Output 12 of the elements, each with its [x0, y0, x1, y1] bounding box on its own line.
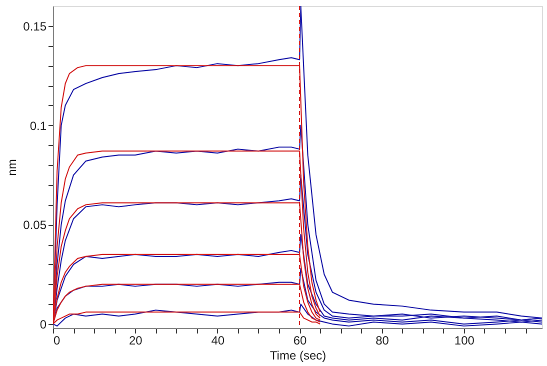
y-tick-label: 0.15	[23, 19, 47, 34]
x-tick-label: 80	[376, 334, 390, 348]
y-tick-label: 0.1	[30, 118, 47, 133]
x-tick-label: 60	[293, 334, 308, 348]
x-tick-label: 40	[211, 334, 225, 348]
x-tick-label: 0	[54, 334, 60, 348]
y-axis-title: nm	[5, 159, 20, 176]
x-tick-label: 100	[454, 334, 475, 348]
x-axis-title: Time (sec)	[270, 348, 326, 362]
x-tick-label: 20	[129, 334, 143, 348]
y-tick-label: 0.05	[23, 218, 47, 232]
y-tick-label: 0	[40, 318, 47, 332]
